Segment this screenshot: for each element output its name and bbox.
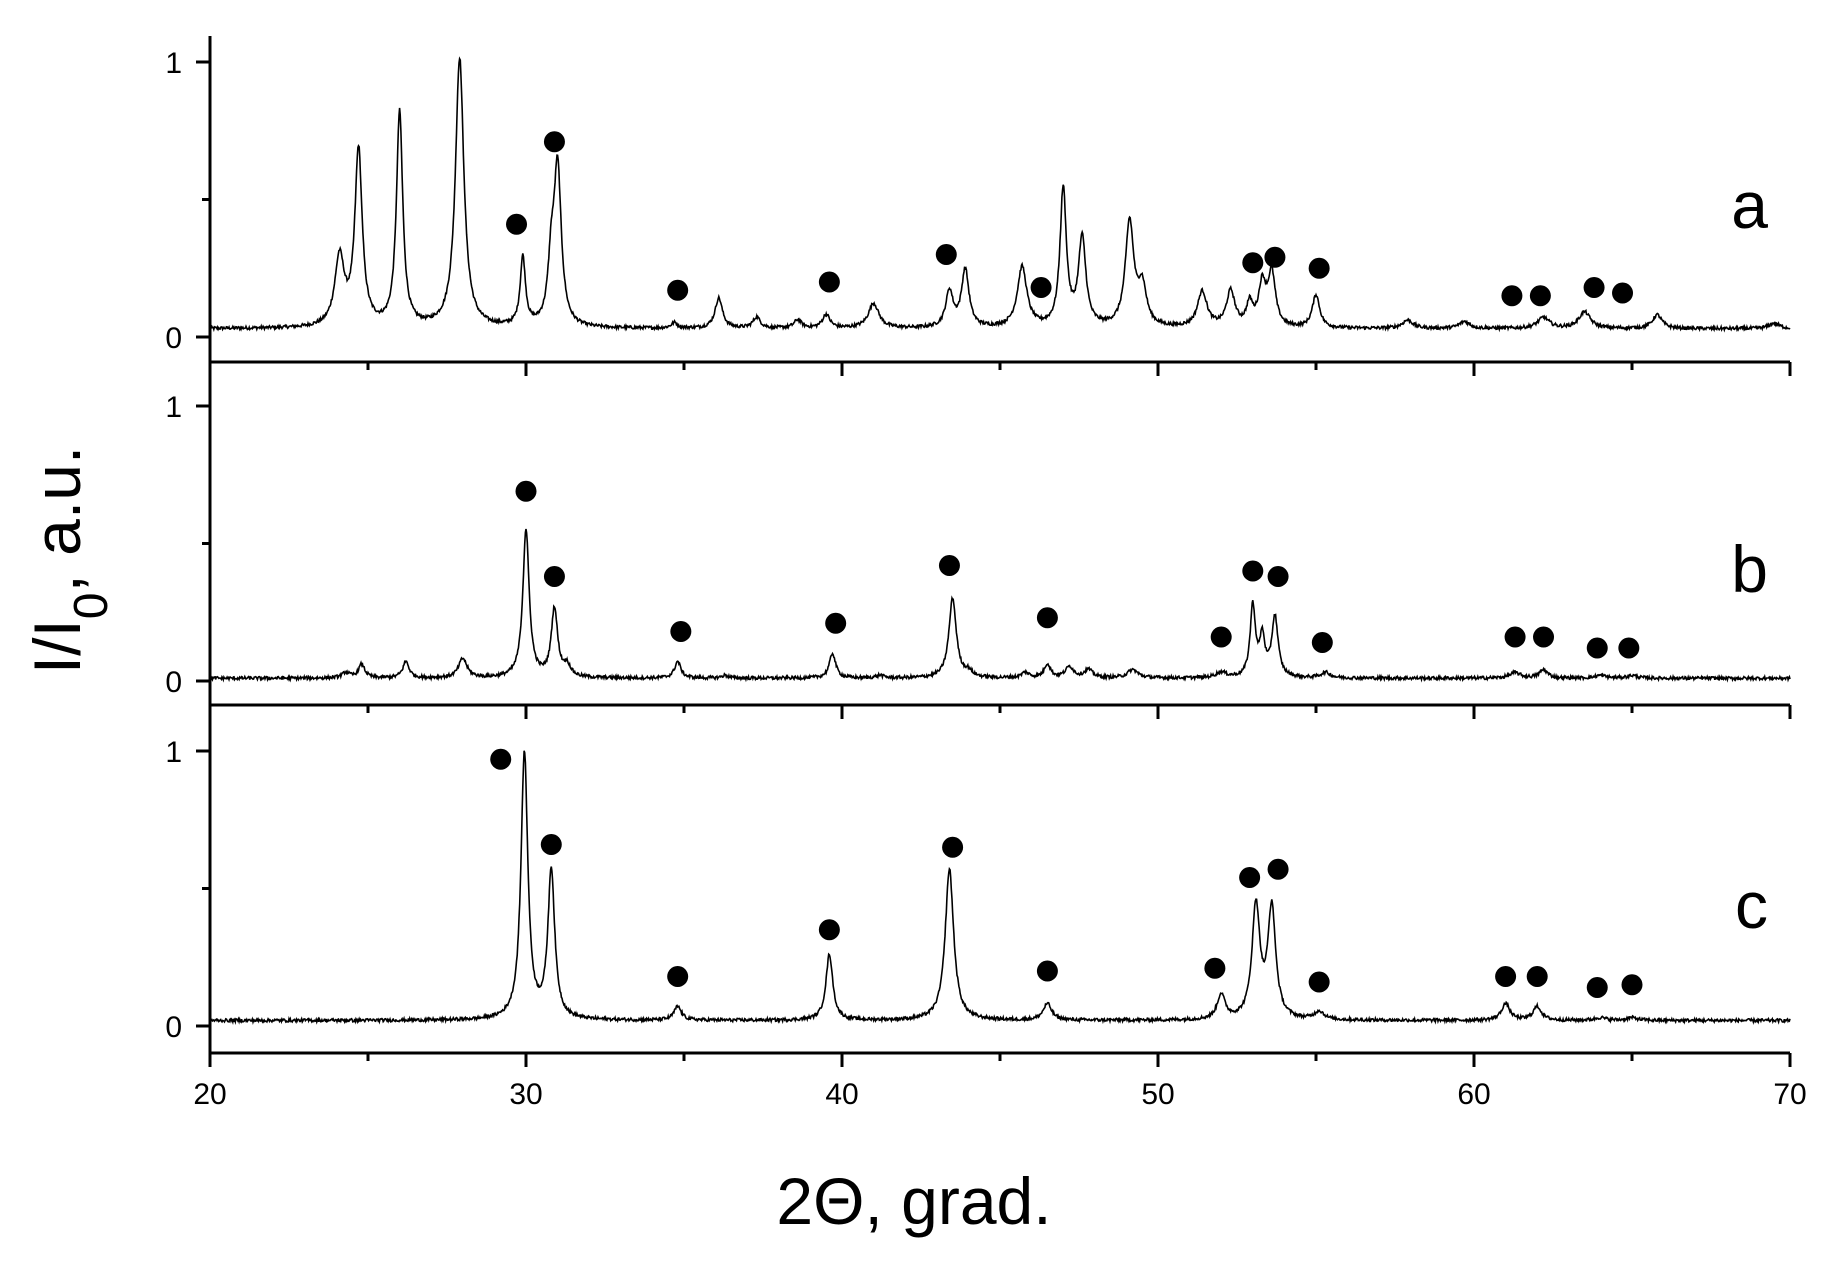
x-tick-label: 30 xyxy=(509,1078,542,1111)
phase-marker xyxy=(1529,285,1551,307)
phase-marker xyxy=(942,836,964,858)
phase-marker xyxy=(1501,285,1523,307)
phase-marker xyxy=(506,213,528,235)
phase-marker xyxy=(1586,977,1608,998)
panel-label-a: a xyxy=(1731,168,1768,242)
phase-marker xyxy=(825,612,847,634)
phase-marker xyxy=(1526,966,1548,987)
phase-marker xyxy=(1311,632,1333,653)
y-tick-label: 0 xyxy=(165,1011,182,1044)
y-tick-label: 1 xyxy=(165,391,182,424)
phase-marker xyxy=(1618,637,1640,659)
phase-marker xyxy=(667,279,689,301)
x-tick-label: 60 xyxy=(1457,1078,1490,1111)
panel-c: 0 1 c xyxy=(165,712,1792,1067)
y-tick-label: 1 xyxy=(165,47,182,80)
phase-marker xyxy=(1239,867,1261,888)
y-tick-label: 1 xyxy=(165,736,182,769)
phase-marker xyxy=(1586,637,1608,659)
phase-marker xyxy=(1267,858,1289,880)
phase-marker xyxy=(1583,277,1605,298)
spectrum-line-a xyxy=(209,56,1791,333)
phase-marker xyxy=(1612,282,1634,304)
phase-marker xyxy=(670,621,692,642)
phase-marker xyxy=(1533,626,1555,648)
phase-marker xyxy=(1495,966,1517,987)
phase-marker xyxy=(1267,566,1289,587)
panel-a: 0 1 a xyxy=(165,36,1792,376)
phase-marker xyxy=(1242,252,1264,274)
phase-marker xyxy=(515,480,537,502)
phase-marker xyxy=(543,131,565,153)
phase-marker xyxy=(540,834,562,855)
spectrum-line-c xyxy=(209,750,1791,1026)
x-tick-label: 50 xyxy=(1141,1078,1174,1111)
panel-b: 0 1 b xyxy=(165,369,1792,719)
panel-label-c: c xyxy=(1735,868,1768,942)
phase-marker xyxy=(818,271,840,293)
phase-marker xyxy=(1308,257,1330,279)
y-axis-title: I/I0, a.u. xyxy=(20,446,118,674)
y-tick-label: 0 xyxy=(165,322,182,355)
spectrum-line-b xyxy=(209,528,1791,683)
phase-marker xyxy=(1030,277,1052,298)
x-tick-label: 20 xyxy=(193,1078,226,1111)
phase-marker xyxy=(490,748,512,770)
panel-label-b: b xyxy=(1731,532,1768,606)
phase-marker xyxy=(667,966,689,987)
phase-marker xyxy=(1504,626,1526,648)
x-tick-label: 40 xyxy=(825,1078,858,1111)
phase-marker xyxy=(1204,957,1226,979)
phase-marker xyxy=(1242,560,1264,582)
phase-marker xyxy=(818,919,840,941)
x-axis-title: 2Θ, grad. xyxy=(776,1164,1051,1238)
y-tick-label: 0 xyxy=(165,666,182,699)
phase-marker xyxy=(1036,607,1058,629)
phase-marker xyxy=(1210,626,1232,648)
phase-marker xyxy=(1264,246,1286,268)
phase-marker xyxy=(938,555,960,576)
phase-marker xyxy=(935,244,957,265)
phase-marker xyxy=(1036,960,1058,982)
chart-panels: 0 1 a 0 1 b 0 1 c 20 30 40 50 60 70 xyxy=(165,36,1807,1111)
phase-marker xyxy=(543,566,565,587)
phase-marker xyxy=(1308,971,1330,993)
phase-marker xyxy=(1621,974,1643,996)
x-tick-label: 70 xyxy=(1773,1078,1806,1111)
